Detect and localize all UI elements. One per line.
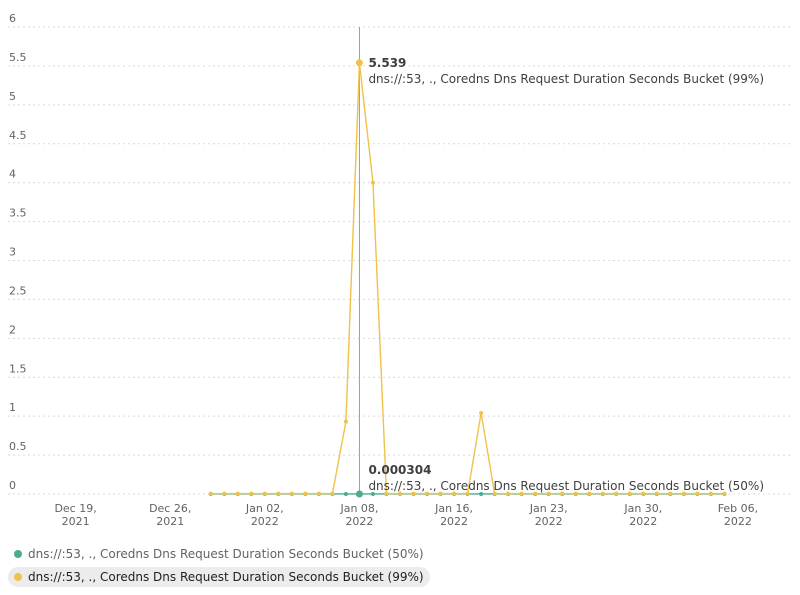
data-point xyxy=(546,491,551,496)
data-point xyxy=(330,491,335,496)
hover-series-name: dns://:53, ., Coredns Dns Request Durati… xyxy=(368,72,764,86)
y-tick-label: 3.5 xyxy=(9,207,27,220)
grid-lines xyxy=(8,26,792,495)
y-tick-label: 5.5 xyxy=(9,51,27,64)
x-tick-label: 2022 xyxy=(724,515,752,528)
data-point xyxy=(506,491,511,496)
x-tick-label: 2022 xyxy=(440,515,468,528)
x-tick-label: 2022 xyxy=(345,515,373,528)
data-point xyxy=(654,491,659,496)
data-point xyxy=(438,491,443,496)
data-point xyxy=(695,491,700,496)
x-tick-label: 2021 xyxy=(62,515,90,528)
data-point xyxy=(343,419,348,424)
data-point xyxy=(533,491,538,496)
legend-item-50[interactable]: dns://:53, ., Coredns Dns Request Durati… xyxy=(8,544,430,564)
y-tick-label: 1.5 xyxy=(9,362,27,375)
legend-label: dns://:53, ., Coredns Dns Request Durati… xyxy=(28,547,424,561)
data-point xyxy=(316,491,321,496)
x-tick-label: Jan 02, xyxy=(245,502,284,515)
data-point xyxy=(370,491,375,496)
data-point xyxy=(222,491,227,496)
data-point xyxy=(641,491,646,496)
series-line xyxy=(210,62,725,495)
data-point xyxy=(276,491,281,496)
data-point xyxy=(425,491,430,496)
series-lines[interactable] xyxy=(208,59,727,498)
data-point xyxy=(355,490,363,498)
data-point xyxy=(411,491,416,496)
data-point xyxy=(573,491,578,496)
data-point xyxy=(600,491,605,496)
x-tick-label: Jan 08, xyxy=(339,502,378,515)
data-point xyxy=(289,491,294,496)
x-tick-label: Feb 06, xyxy=(718,502,758,515)
y-tick-label: 6 xyxy=(9,12,16,25)
x-tick-label: Dec 19, xyxy=(54,502,96,515)
data-point xyxy=(668,491,673,496)
x-tick-label: Jan 23, xyxy=(529,502,568,515)
x-tick-label: Dec 26, xyxy=(149,502,191,515)
y-tick-label: 0.5 xyxy=(9,440,27,453)
data-point xyxy=(681,491,686,496)
legend-dot-icon xyxy=(14,550,22,558)
data-point xyxy=(587,491,592,496)
data-point xyxy=(452,491,457,496)
data-point xyxy=(614,491,619,496)
x-tick-label: Jan 30, xyxy=(623,502,662,515)
y-tick-label: 2.5 xyxy=(9,284,27,297)
data-point xyxy=(560,491,565,496)
x-tick-label: 2022 xyxy=(251,515,279,528)
legend-dot-icon xyxy=(14,573,22,581)
legend-label: dns://:53, ., Coredns Dns Request Durati… xyxy=(28,570,424,584)
y-tick-label: 2 xyxy=(9,323,16,336)
chart-area: 0 0.5 1 1.5 2 2.5 3 3.5 4 4.5 5 5.5 6 Dec 19, 2021 Dec… xyxy=(8,12,792,528)
x-tick-label: Jan 16, xyxy=(434,502,473,515)
x-tick-label: 2022 xyxy=(629,515,657,528)
data-point xyxy=(708,491,713,496)
hover-value: 0.000304 xyxy=(368,463,431,477)
hover-value: 5.539 xyxy=(368,56,406,70)
y-tick-label: 0 xyxy=(9,479,16,492)
data-point xyxy=(722,491,727,496)
y-tick-label: 4 xyxy=(9,168,16,181)
y-tick-label: 1 xyxy=(9,401,16,414)
line-chart: 00.511.522.533.544.555.56 Dec 19,2021Dec… xyxy=(8,12,792,528)
legend-item-99[interactable]: dns://:53, ., Coredns Dns Request Durati… xyxy=(8,567,430,587)
y-tick-label: 3 xyxy=(9,246,16,259)
data-point xyxy=(370,180,375,185)
legend: dns://:53, ., Coredns Dns Request Durati… xyxy=(8,543,788,589)
data-point xyxy=(249,491,254,496)
data-point xyxy=(479,411,484,416)
hover-labels: 5.539 dns://:53, ., Coredns Dns Request D… xyxy=(368,56,764,493)
data-point xyxy=(343,491,348,496)
hover-series-name: dns://:53, ., Coredns Dns Request Durati… xyxy=(368,479,764,493)
data-point xyxy=(492,491,497,496)
y-axis-ticks: 0 0.5 1 1.5 2 2.5 3 3.5 4 4.5 5 5.5 6 xyxy=(9,12,27,492)
x-tick-label: 2021 xyxy=(156,515,184,528)
y-tick-label: 5 xyxy=(9,90,16,103)
data-point xyxy=(262,491,267,496)
data-point xyxy=(479,491,484,496)
data-point xyxy=(355,59,363,67)
data-point xyxy=(519,491,524,496)
data-point xyxy=(627,491,632,496)
data-point xyxy=(398,491,402,496)
data-point xyxy=(303,491,308,496)
data-point xyxy=(208,491,213,496)
data-point xyxy=(384,491,389,496)
x-tick-label: 2022 xyxy=(535,515,563,528)
data-point xyxy=(235,491,240,496)
y-tick-label: 4.5 xyxy=(9,129,27,142)
data-point xyxy=(465,491,470,496)
